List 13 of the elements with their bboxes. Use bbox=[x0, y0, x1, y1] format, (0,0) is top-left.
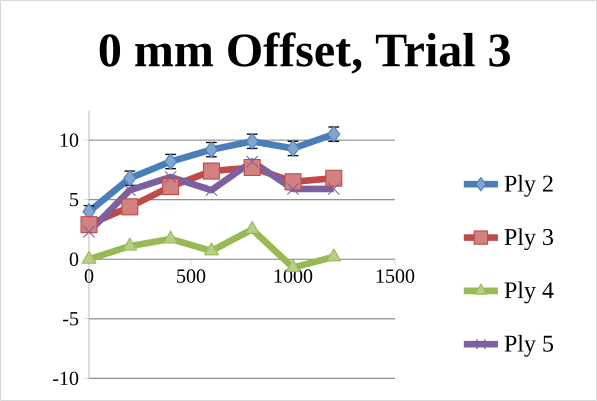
y-tick-label: 10 bbox=[60, 133, 78, 147]
y-tick-label: 0 bbox=[70, 252, 78, 266]
x-tick-label: 1500 bbox=[376, 269, 414, 283]
y-tick-label: 5 bbox=[70, 193, 78, 206]
y-tick-label: -10 bbox=[53, 372, 78, 386]
legend-label: Ply 2 bbox=[504, 174, 553, 197]
y-tick-label: -5 bbox=[63, 312, 78, 326]
x-tick-label: 500 bbox=[177, 269, 206, 283]
legend-label: Ply 4 bbox=[504, 282, 554, 304]
chart-title: 0 mm Offset, Trial 3 bbox=[100, 32, 510, 74]
legend-label: Ply 5 bbox=[504, 334, 553, 357]
legend-label: Ply 3 bbox=[504, 228, 553, 250]
x-tick-label: 0 bbox=[84, 269, 94, 283]
